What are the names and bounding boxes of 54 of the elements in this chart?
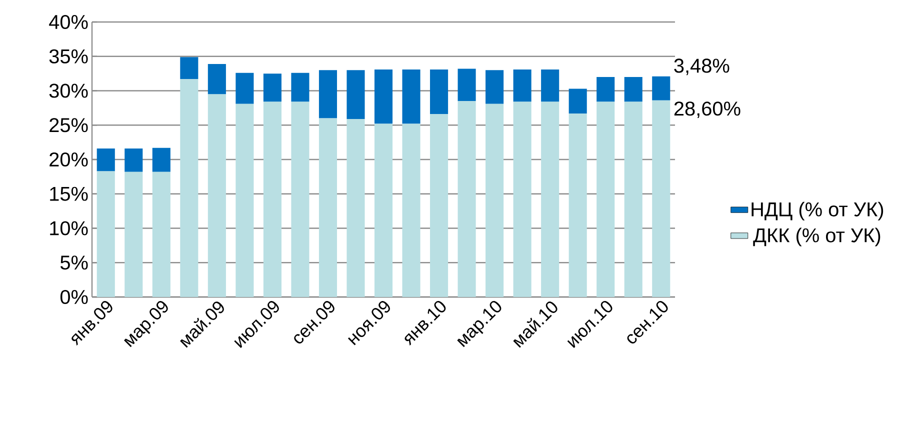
- bar: [346, 70, 365, 119]
- bar: [124, 172, 143, 297]
- bar: [124, 148, 143, 172]
- annotation: 3,48%: [674, 58, 730, 76]
- bar: [430, 69, 448, 114]
- bar: [486, 104, 504, 297]
- bar: [318, 118, 338, 297]
- bar: [374, 124, 393, 297]
- y-tick-label: 10%: [50, 221, 88, 236]
- bar: [596, 102, 615, 297]
- bar: [236, 72, 254, 104]
- y-tick-label: 5%: [60, 256, 88, 270]
- bar: [96, 171, 115, 297]
- bar: [652, 100, 670, 297]
- bar: [208, 94, 226, 297]
- bar: [430, 114, 448, 297]
- bar: [652, 76, 670, 100]
- y-tick-label: 15%: [50, 186, 88, 201]
- bar: [458, 68, 476, 102]
- bar: [180, 79, 198, 297]
- bar: [318, 70, 338, 118]
- bar: [541, 69, 560, 102]
- bar: [263, 102, 282, 297]
- legend-label: НДЦ (% от УК): [752, 202, 884, 220]
- bar: [596, 77, 615, 102]
- bar: [291, 72, 310, 102]
- bar: [402, 124, 420, 297]
- y-tick-label: 40%: [49, 14, 88, 30]
- bar: [180, 57, 198, 80]
- y-tick-label: 35%: [49, 49, 88, 64]
- y-tick-label: 25%: [50, 118, 88, 132]
- bar: [513, 69, 532, 102]
- bar: [208, 64, 226, 94]
- bar: [346, 118, 365, 297]
- bar: [96, 148, 115, 172]
- annotation: 28,60%: [674, 102, 740, 118]
- bar: [374, 69, 393, 124]
- y-tick-label: 30%: [49, 84, 88, 98]
- bar: [152, 172, 170, 297]
- bar: [291, 102, 310, 297]
- bar: [541, 102, 560, 297]
- bar: [624, 77, 642, 102]
- legend-label: ДКК (% от УК): [753, 228, 880, 246]
- bar: [458, 101, 476, 297]
- bar: [624, 102, 642, 297]
- bar: [263, 74, 282, 102]
- bar: [486, 70, 504, 104]
- y-tick-label: 20%: [50, 152, 88, 167]
- bar: [513, 102, 532, 297]
- bar: [568, 88, 587, 114]
- bar: [152, 148, 170, 172]
- bar: [236, 104, 254, 297]
- bar: [402, 69, 420, 124]
- bar: [568, 113, 587, 297]
